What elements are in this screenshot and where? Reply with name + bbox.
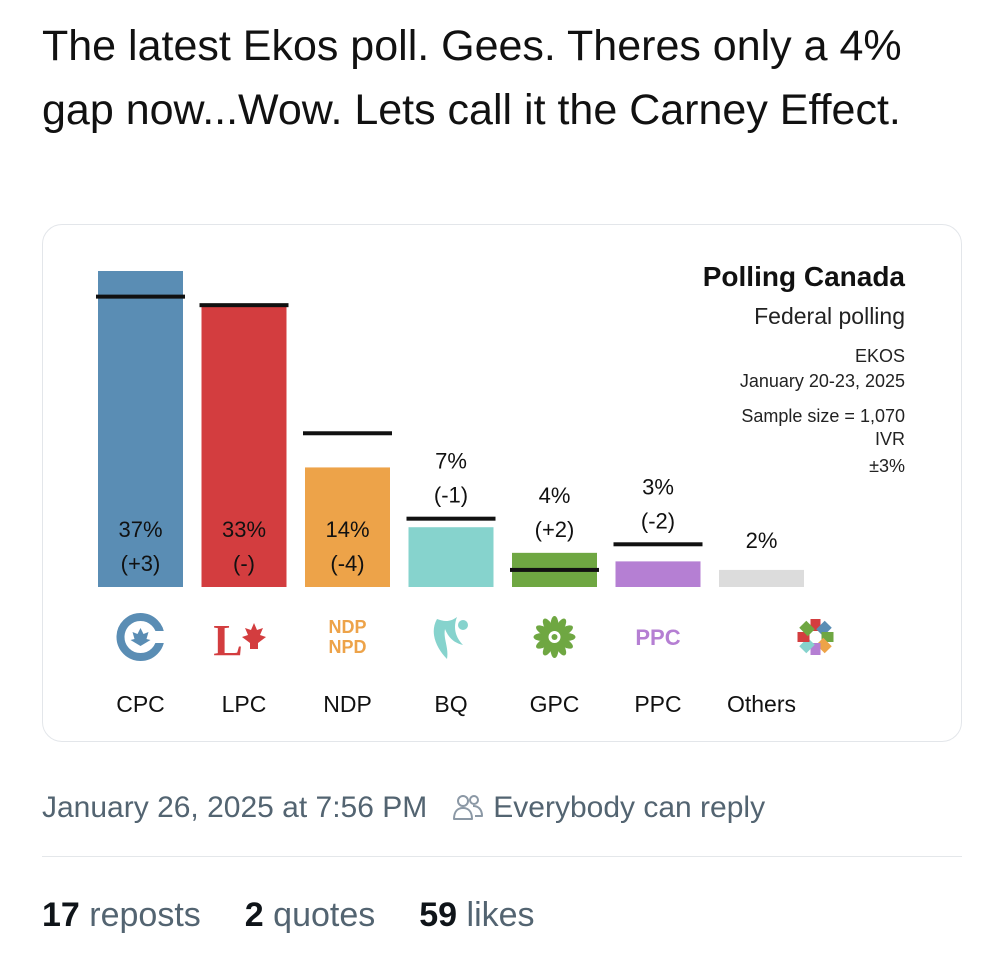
divider bbox=[42, 856, 962, 857]
bq-logo-icon bbox=[433, 617, 468, 659]
post-timestamp[interactable]: January 26, 2025 at 7:56 PM bbox=[42, 791, 428, 824]
chart-method: IVR bbox=[875, 429, 905, 449]
value-label-others: 2% bbox=[746, 528, 778, 553]
reply-setting[interactable]: Everybody can reply bbox=[493, 791, 766, 824]
likes-count[interactable]: 59 likes bbox=[419, 895, 535, 934]
chart-info-block: Polling Canada Federal polling EKOS Janu… bbox=[703, 261, 906, 476]
post-text: The latest Ekos poll. Gees. Theres only … bbox=[42, 22, 902, 134]
value-label-gpc: 4% bbox=[539, 483, 571, 508]
previous-marker-gpc bbox=[510, 567, 599, 572]
ppc-logo-icon: PPC bbox=[635, 625, 680, 650]
previous-marker-ppc bbox=[613, 542, 703, 547]
others-logo-icon bbox=[797, 619, 834, 655]
poll-bar-chart: Polling Canada Federal polling EKOS Janu… bbox=[96, 261, 906, 717]
previous-marker-bq bbox=[406, 516, 496, 521]
svg-text:NDP: NDP bbox=[328, 617, 366, 637]
bar-lpc bbox=[201, 305, 287, 587]
chart-sample-size: Sample size = 1,070 bbox=[741, 406, 905, 426]
bars-group: 37% (+3) 33% (-) 14% (-4) 7% (-1) 4% (+2) 3% (-2) 2% bbox=[96, 271, 804, 587]
cpc-logo-icon bbox=[116, 613, 167, 661]
svg-text:NPD: NPD bbox=[328, 637, 366, 657]
gpc-logo-icon bbox=[533, 616, 576, 658]
chart-pollster: EKOS bbox=[855, 346, 905, 366]
poll-chart-image[interactable]: Polling Canada Federal polling EKOS Janu… bbox=[42, 224, 962, 742]
category-label-others: Others bbox=[727, 691, 796, 717]
category-labels-group: CPC LPC NDP BQ GPC PPC Others bbox=[116, 691, 796, 717]
lpc-logo-icon: L bbox=[213, 616, 266, 665]
value-label-ppc: 3% bbox=[642, 474, 674, 499]
chart-title: Polling Canada bbox=[703, 261, 906, 292]
category-label-cpc: CPC bbox=[116, 691, 165, 717]
category-label-lpc: LPC bbox=[222, 691, 267, 717]
change-label-ndp: (-4) bbox=[330, 551, 364, 576]
post-meta: January 26, 2025 at 7:56 PM Everybody ca… bbox=[42, 786, 765, 830]
post-stats: 17 reposts 2 quotes 59 likes bbox=[42, 890, 579, 940]
svg-text:L: L bbox=[213, 616, 242, 665]
change-label-gpc: (+2) bbox=[535, 517, 575, 542]
value-label-ndp: 14% bbox=[325, 517, 369, 542]
change-label-ppc: (-2) bbox=[641, 508, 675, 533]
change-label-cpc: (+3) bbox=[121, 551, 161, 576]
category-label-ppc: PPC bbox=[634, 691, 681, 717]
quotes-count[interactable]: 2 quotes bbox=[244, 895, 376, 934]
bar-cpc bbox=[98, 271, 183, 587]
reposts-count[interactable]: 17 reposts bbox=[42, 895, 201, 934]
chart-dates: January 20-23, 2025 bbox=[740, 371, 905, 391]
value-label-cpc: 37% bbox=[118, 517, 162, 542]
value-label-bq: 7% bbox=[435, 449, 467, 474]
previous-marker-lpc bbox=[199, 303, 289, 308]
bar-ndp bbox=[305, 467, 390, 587]
bar-others bbox=[719, 569, 804, 587]
people-icon bbox=[451, 791, 485, 825]
change-label-bq: (-1) bbox=[434, 483, 468, 508]
change-label-lpc: (-) bbox=[233, 551, 255, 576]
bar-ppc bbox=[615, 561, 701, 587]
bar-bq bbox=[408, 527, 494, 587]
category-label-bq: BQ bbox=[434, 691, 467, 717]
chart-subtitle: Federal polling bbox=[754, 303, 905, 329]
chart-margin: ±3% bbox=[869, 456, 905, 476]
previous-marker-ndp bbox=[303, 431, 392, 436]
category-label-gpc: GPC bbox=[530, 691, 580, 717]
previous-marker-cpc bbox=[96, 294, 185, 299]
svg-text:PPC: PPC bbox=[635, 625, 680, 650]
category-label-ndp: NDP bbox=[323, 691, 372, 717]
value-label-lpc: 33% bbox=[222, 517, 266, 542]
